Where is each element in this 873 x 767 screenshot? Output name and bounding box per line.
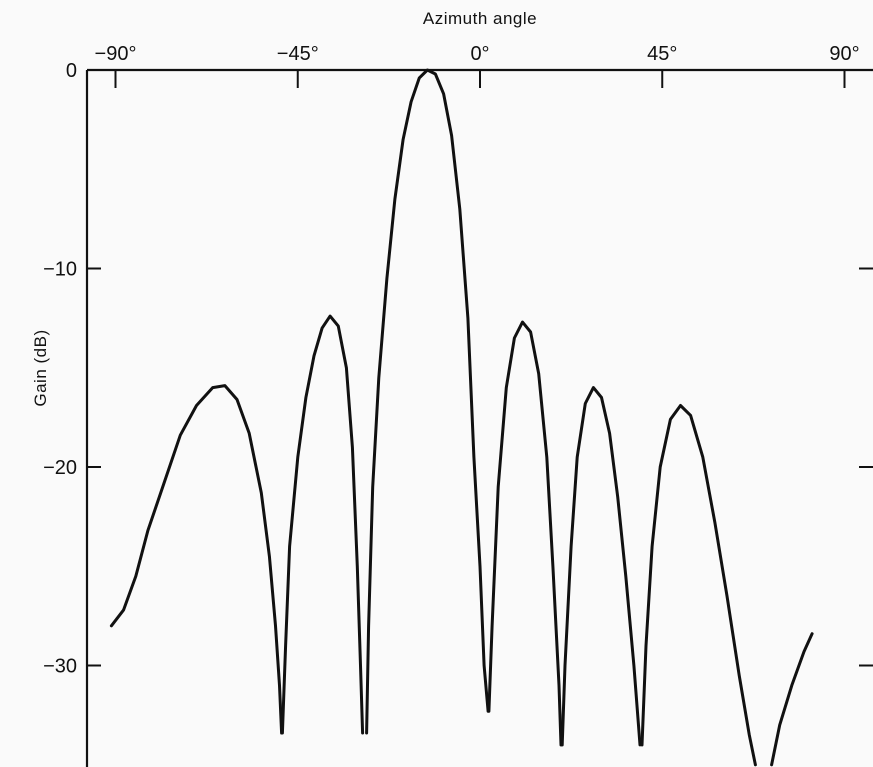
gain-curve-segment — [560, 386, 642, 747]
gain-curve-segment — [770, 632, 814, 767]
y-tick-label: −20 — [43, 457, 77, 479]
y-tick-label: −30 — [43, 656, 77, 678]
gain-curve-segment — [640, 404, 757, 767]
x-tick-label: 0° — [470, 43, 489, 65]
gain-curve-segment — [487, 320, 563, 747]
y-tick-label: −10 — [43, 259, 77, 281]
x-tick-label: −90° — [95, 43, 137, 65]
tick-labels: −90° −45° 0° 45° 90° 0 −10 −20 −30 — [43, 43, 860, 678]
x-tick-label: 45° — [647, 43, 677, 65]
x-tick-label: 90° — [829, 43, 859, 65]
series-group — [109, 68, 814, 767]
x-axis-title: Azimuth angle — [423, 9, 537, 28]
axes — [85, 68, 873, 767]
gain-curve-segment — [365, 68, 490, 735]
y-axis-title: Gain (dB) — [31, 329, 50, 406]
x-tick-label: −45° — [277, 43, 319, 65]
tick-marks — [87, 70, 873, 667]
gain-curve-segment — [280, 314, 365, 735]
gain-curve-segment — [109, 384, 284, 735]
y-tick-label: 0 — [66, 60, 77, 82]
